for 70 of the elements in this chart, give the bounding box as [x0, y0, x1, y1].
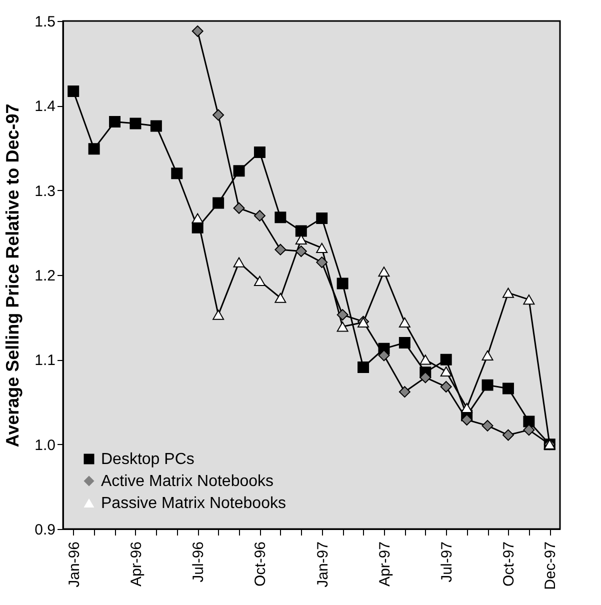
point	[358, 362, 370, 374]
point	[482, 379, 494, 391]
point	[378, 266, 390, 277]
y-tick-label: 1.2	[34, 268, 56, 284]
point	[130, 118, 142, 130]
y-tick-label: 1.1	[34, 352, 56, 370]
point	[440, 366, 452, 377]
point	[254, 146, 266, 158]
point	[68, 86, 80, 98]
point	[171, 168, 183, 180]
point	[192, 25, 204, 37]
legend-label: Active Matrix Notebooks	[101, 473, 274, 490]
point	[233, 165, 245, 177]
y-tick-label: 0.9	[34, 522, 56, 538]
point	[461, 402, 473, 413]
point	[482, 420, 494, 432]
point	[398, 317, 410, 328]
point	[274, 292, 286, 303]
x-tick-label: Jan-97	[314, 542, 332, 588]
point	[461, 414, 473, 426]
point	[233, 202, 245, 214]
x-tick-label: Oct-96	[252, 542, 270, 587]
point	[192, 213, 204, 224]
x-tick-label: Apr-97	[376, 542, 394, 587]
point	[316, 212, 328, 224]
point	[254, 276, 266, 286]
point	[398, 386, 410, 398]
point	[523, 416, 535, 428]
y-tick-label: 1.0	[34, 436, 56, 454]
point	[336, 322, 348, 332]
legend-label: Desktop PCs	[101, 451, 194, 468]
point	[336, 278, 348, 290]
point	[482, 350, 494, 360]
point	[295, 246, 307, 258]
x-tick-label: Jan-96	[66, 542, 83, 588]
y-axis-title: Average Selling Price Relative to Dec-97	[2, 104, 23, 448]
point	[316, 256, 328, 268]
point	[420, 354, 432, 365]
point	[378, 350, 390, 362]
point	[502, 382, 514, 394]
point	[109, 116, 121, 128]
x-tick-label: Apr-96	[128, 542, 145, 587]
point	[440, 354, 452, 366]
point	[233, 257, 245, 268]
x-tick-label: Oct-97	[500, 542, 518, 587]
point	[274, 244, 286, 256]
x-tick-label: Dec-97	[542, 542, 560, 590]
x-tick-label: Jul-96	[190, 542, 208, 582]
point	[420, 372, 432, 384]
point	[254, 210, 266, 222]
point	[295, 225, 307, 237]
y-tick-label: 1.5	[34, 14, 56, 30]
point	[212, 197, 224, 209]
point	[440, 381, 452, 393]
point	[502, 429, 514, 441]
y-tick-label: 1.3	[34, 182, 56, 200]
legend-label: Passive Matrix Notebooks	[101, 495, 286, 512]
point	[502, 288, 514, 298]
point	[336, 309, 348, 321]
point	[316, 242, 328, 253]
point	[523, 424, 535, 436]
x-tick-label: Jul-97	[438, 542, 456, 582]
point	[212, 109, 224, 121]
point	[150, 120, 162, 132]
point	[212, 310, 224, 320]
point	[88, 143, 100, 155]
point	[274, 212, 286, 224]
y-tick-label: 1.4	[34, 98, 56, 116]
point	[398, 336, 410, 348]
point	[523, 294, 535, 305]
